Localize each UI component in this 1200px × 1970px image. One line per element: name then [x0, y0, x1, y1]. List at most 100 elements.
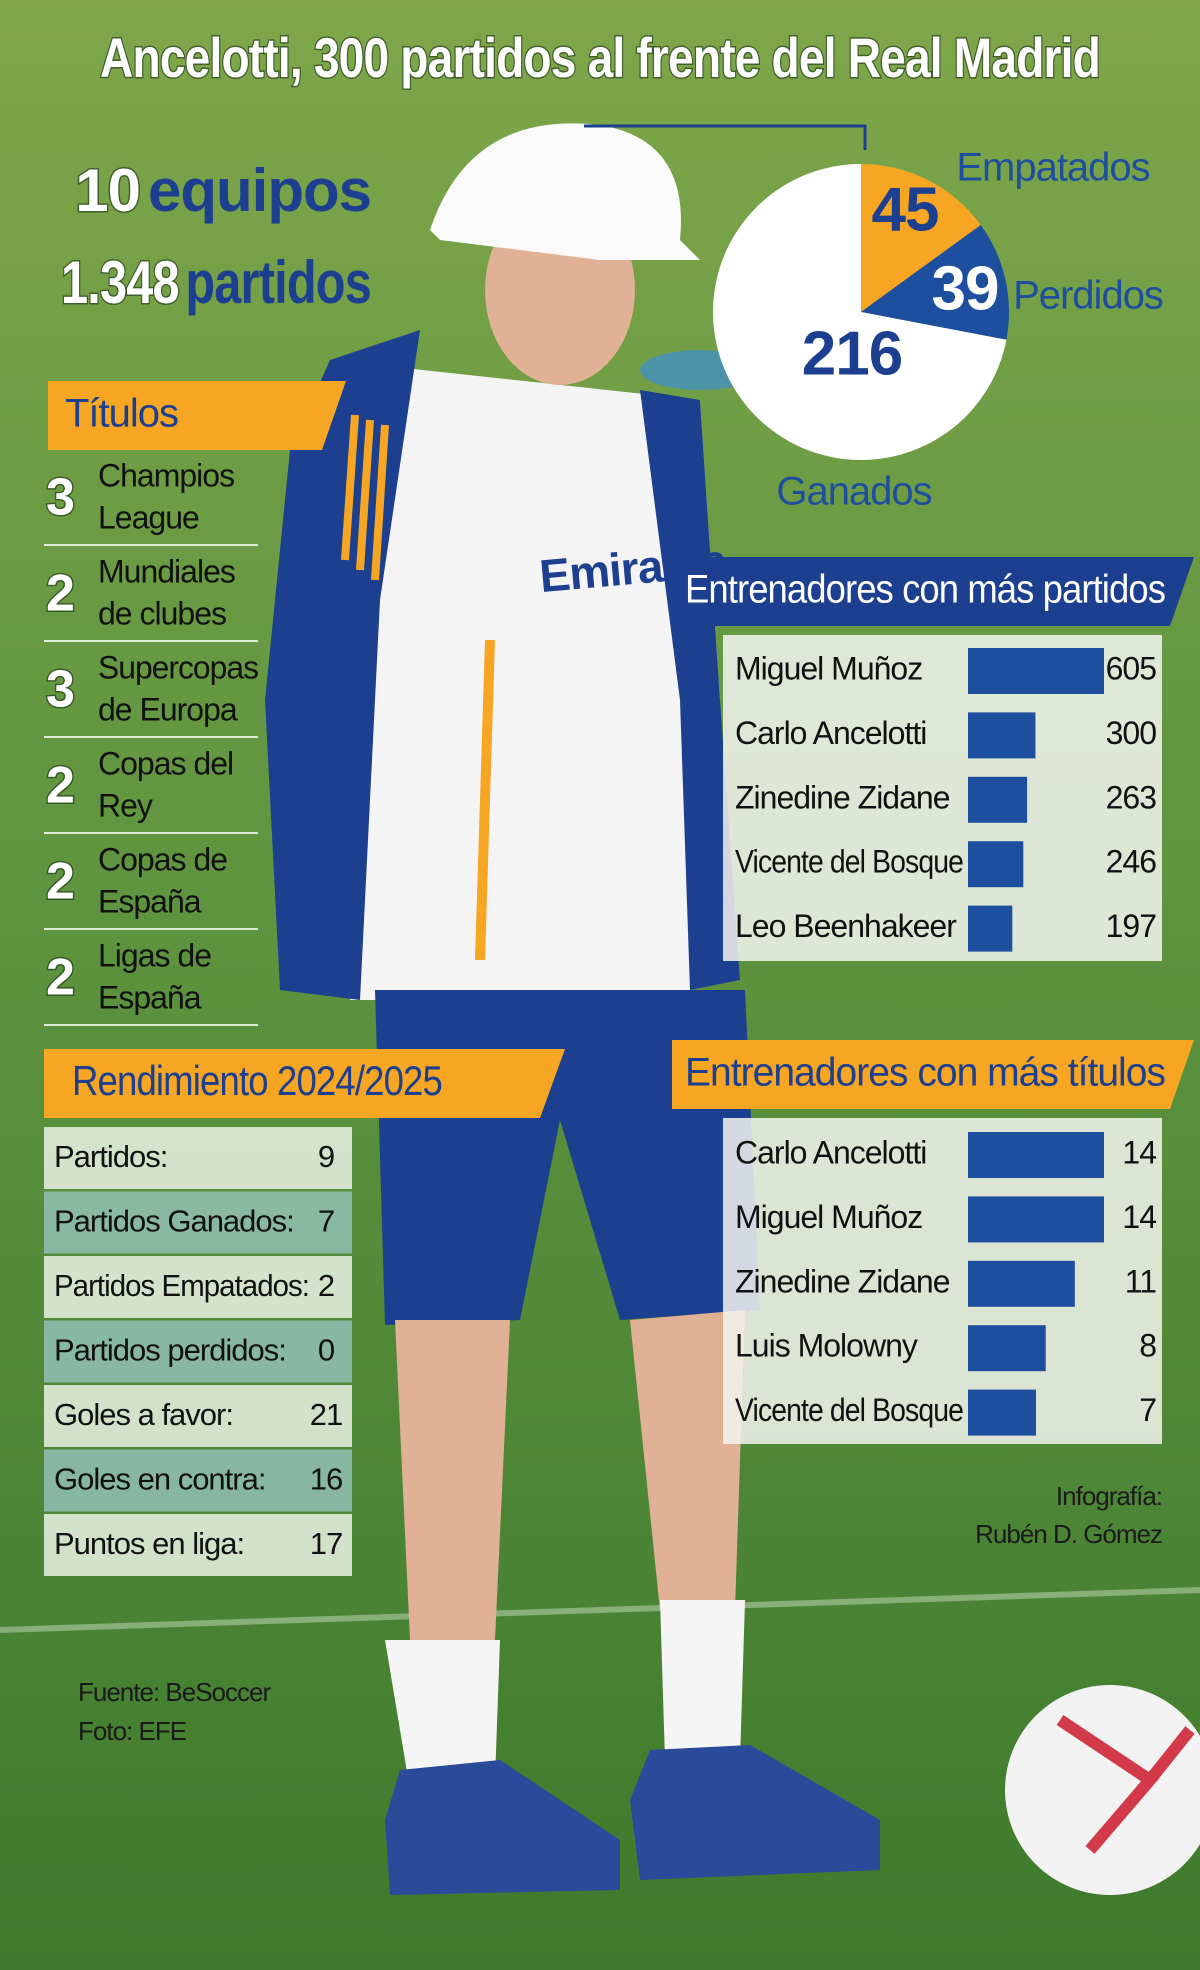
- table-row: [44, 1385, 352, 1447]
- bar-label: Leo Beenhakeer: [735, 908, 957, 944]
- titulo-label: Supercopas: [98, 649, 258, 685]
- bar-value: 263: [1106, 779, 1157, 815]
- content: Ancelotti, 300 partidos al frente del Re…: [44, 24, 1194, 1746]
- sock-right: [660, 1600, 745, 1760]
- bar-label: Miguel Muñoz: [735, 1199, 922, 1235]
- titulo-label: Copas del: [98, 745, 233, 781]
- bar-value: 7: [1139, 1392, 1156, 1428]
- stat-label: partidos: [185, 249, 371, 316]
- bar-label: Zinedine Zidane: [735, 1263, 950, 1299]
- row-label: Partidos Ganados:: [54, 1204, 294, 1239]
- slice-value: 216: [802, 319, 902, 388]
- stat-number: 1.348: [61, 249, 179, 316]
- titulo-label: League: [98, 499, 199, 535]
- rendimiento-banner: [44, 1049, 565, 1118]
- titulo-count: 3: [46, 469, 74, 527]
- titulo-label: Ligas de: [98, 937, 211, 973]
- title: Ancelotti, 300 partidos al frente del Re…: [100, 26, 1100, 89]
- chart-title: Entrenadores con más títulos: [685, 1051, 1165, 1095]
- bar: [968, 1260, 1075, 1307]
- titulo-count: 2: [46, 949, 74, 1007]
- bar-label: Luis Molowny: [735, 1328, 918, 1364]
- credit: Infografía:: [1056, 1481, 1162, 1511]
- ball-pattern: [1056, 1715, 1195, 1854]
- bar-value: 8: [1139, 1328, 1156, 1364]
- leg-left: [395, 1320, 510, 1640]
- titulo-label: de Europa: [98, 691, 238, 727]
- titulo-label: Champios: [98, 457, 234, 493]
- bar: [968, 648, 1104, 694]
- bar-label: Carlo Ancelotti: [735, 1134, 926, 1170]
- bar: [968, 1196, 1104, 1243]
- bar: [968, 712, 1036, 759]
- slice-label: Empatados: [956, 146, 1149, 190]
- rendimiento-heading: Rendimiento 2024/2025: [72, 1057, 442, 1104]
- row-label: Goles en contra:: [54, 1462, 265, 1497]
- bar: [968, 1132, 1104, 1178]
- stripes: [341, 414, 389, 581]
- row-value: 17: [310, 1526, 342, 1561]
- shoe-left: [385, 1760, 620, 1895]
- chart-title: Entrenadores con más partidos: [685, 568, 1165, 612]
- bar-value: 11: [1125, 1263, 1156, 1299]
- titulo-label: Mundiales: [98, 553, 235, 589]
- sleeve-right: [640, 390, 740, 990]
- row-label: Goles a favor:: [54, 1397, 233, 1432]
- ball: [1005, 1685, 1200, 1895]
- titulo-label: España: [98, 883, 202, 919]
- connector: [584, 124, 867, 150]
- leg-right: [630, 1310, 745, 1610]
- titulo-count: 2: [46, 757, 74, 815]
- table-row: [44, 1514, 352, 1576]
- photo-credit: Foto: EFE: [78, 1716, 187, 1746]
- slice-label: Perdidos: [1013, 274, 1163, 318]
- row-value: 9: [318, 1139, 334, 1174]
- table-row: [44, 1320, 352, 1383]
- bar: [968, 1389, 1036, 1436]
- row-label: Partidos:: [54, 1139, 167, 1174]
- bar-label: Carlo Ancelotti: [735, 715, 926, 751]
- bar: [968, 905, 1013, 952]
- bar-label: Miguel Muñoz: [735, 650, 922, 686]
- stat-label: equipos: [148, 157, 371, 224]
- source: Fuente: BeSoccer: [78, 1677, 271, 1707]
- titulo-label: Rey: [98, 787, 153, 823]
- titulo-count: 2: [46, 853, 74, 911]
- sock-left: [385, 1640, 500, 1790]
- cap: [430, 123, 700, 260]
- shoe-right: [630, 1745, 880, 1880]
- bar-value: 14: [1122, 1134, 1156, 1170]
- bar-label: Zinedine Zidane: [735, 779, 950, 815]
- bar-value: 605: [1106, 650, 1157, 686]
- bar-value: 300: [1106, 715, 1157, 751]
- table-row: [44, 1191, 352, 1254]
- bar-label: Vicente del Bosque: [735, 1392, 963, 1428]
- stat: 1.348partidos: [61, 249, 371, 316]
- bar-value: 246: [1106, 844, 1157, 880]
- titulos-heading: Títulos: [65, 392, 178, 436]
- row-label: Partidos perdidos:: [54, 1333, 286, 1368]
- pie-slice: [861, 164, 981, 312]
- stat: 10 equipos: [75, 157, 371, 224]
- table-row: [44, 1127, 352, 1189]
- pie-slice: [861, 225, 1010, 340]
- row-value: 2: [318, 1268, 334, 1303]
- titulo-label: de clubes: [98, 595, 226, 631]
- bar-value: 14: [1122, 1199, 1156, 1235]
- chart-banner: [672, 557, 1194, 626]
- titulo-label: Copas de: [98, 841, 227, 877]
- bar: [968, 1325, 1046, 1372]
- slice-value: 45: [872, 175, 939, 244]
- row-value: 21: [310, 1397, 342, 1432]
- row-value: 0: [318, 1333, 335, 1368]
- titulo-label: España: [98, 979, 202, 1015]
- pie-slice: [712, 164, 1007, 460]
- table-row: [44, 1256, 352, 1318]
- row-label: Puntos en liga:: [54, 1526, 244, 1561]
- table-row: [44, 1449, 352, 1512]
- slice-value: 39: [932, 254, 999, 323]
- row-label: Partidos Empatados:: [54, 1268, 309, 1303]
